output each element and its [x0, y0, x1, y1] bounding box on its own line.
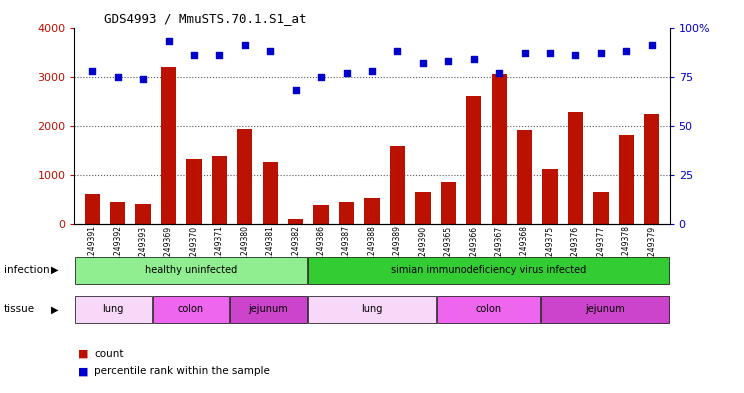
Bar [212, 156, 227, 224]
Point [620, 48, 632, 54]
Bar [186, 159, 202, 224]
Bar [619, 134, 634, 224]
Point [417, 60, 429, 66]
Bar [110, 202, 125, 224]
Text: infection: infection [4, 265, 49, 275]
Text: jejunum: jejunum [585, 305, 625, 314]
Bar [542, 169, 558, 224]
Point [595, 50, 607, 56]
Bar [541, 296, 669, 323]
Bar [313, 205, 329, 224]
Bar [415, 191, 431, 224]
Point [289, 87, 301, 94]
Bar [568, 112, 583, 224]
Text: ■: ■ [78, 349, 92, 359]
Point [315, 73, 327, 80]
Bar [339, 202, 354, 224]
Text: count: count [94, 349, 124, 359]
Point [544, 50, 556, 56]
Point [493, 70, 505, 76]
Text: GDS4993 / MmuSTS.70.1.S1_at: GDS4993 / MmuSTS.70.1.S1_at [104, 12, 307, 25]
Point [239, 42, 251, 48]
Text: ▶: ▶ [51, 305, 58, 314]
Point [366, 68, 378, 74]
Bar [437, 296, 539, 323]
Bar [517, 130, 532, 224]
Text: ▶: ▶ [51, 265, 58, 275]
Text: lung: lung [362, 305, 382, 314]
Point [468, 56, 480, 62]
Point [188, 52, 200, 58]
Point [86, 68, 98, 74]
Point [443, 58, 455, 64]
Text: ■: ■ [78, 366, 92, 376]
Bar [75, 257, 307, 284]
Bar [153, 296, 229, 323]
Point [214, 52, 225, 58]
Text: jejunum: jejunum [248, 305, 289, 314]
Bar [135, 204, 151, 224]
Bar [308, 257, 669, 284]
Point [519, 50, 530, 56]
Bar [466, 96, 481, 224]
Point [341, 70, 353, 76]
Bar [75, 296, 152, 323]
Bar [85, 193, 100, 224]
Text: colon: colon [178, 305, 204, 314]
Bar [230, 296, 307, 323]
Point [137, 75, 149, 82]
Point [112, 73, 124, 80]
Bar [263, 162, 278, 224]
Text: healthy uninfected: healthy uninfected [145, 265, 237, 275]
Text: percentile rank within the sample: percentile rank within the sample [94, 366, 270, 376]
Bar [644, 114, 659, 224]
Bar [161, 67, 176, 224]
Bar [365, 198, 379, 224]
Bar [593, 191, 609, 224]
Bar [308, 296, 436, 323]
Bar [237, 129, 252, 224]
Bar [288, 219, 304, 224]
Text: tissue: tissue [4, 305, 35, 314]
Point [646, 42, 658, 48]
Point [570, 52, 582, 58]
Bar [492, 73, 507, 224]
Bar [440, 182, 456, 224]
Point [264, 48, 276, 54]
Text: simian immunodeficiency virus infected: simian immunodeficiency virus infected [391, 265, 586, 275]
Point [162, 38, 174, 44]
Text: colon: colon [475, 305, 501, 314]
Point [391, 48, 403, 54]
Bar [390, 146, 405, 224]
Text: lung: lung [103, 305, 124, 314]
